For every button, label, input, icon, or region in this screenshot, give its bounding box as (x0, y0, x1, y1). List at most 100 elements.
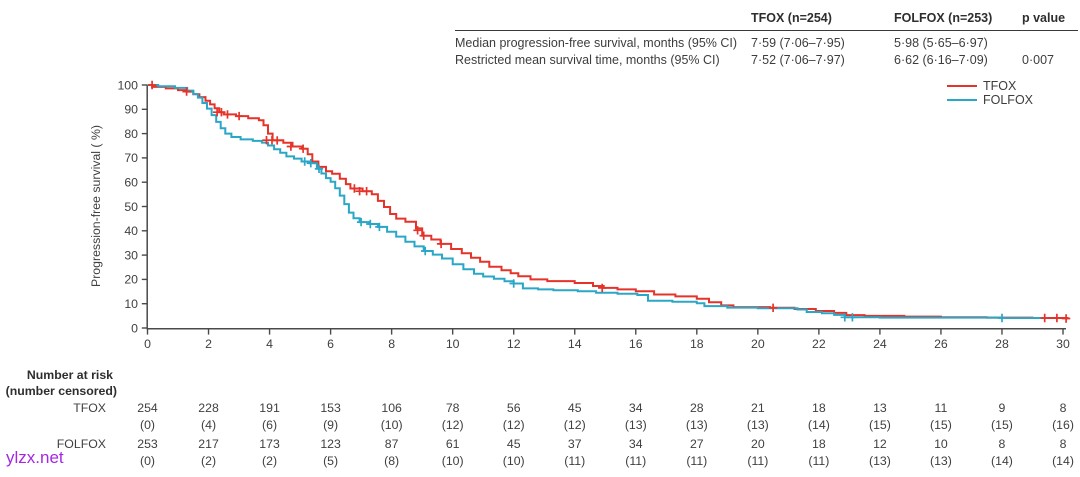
stats-value-tfox: 7·59 (7·06–7·95) (751, 36, 845, 50)
censored-value: (2) (262, 454, 277, 468)
folfox-curve (147, 84, 1049, 319)
y-tick-label: 90 (124, 103, 138, 117)
censored-value: (11) (808, 454, 829, 468)
tfox-censor-mark (1061, 314, 1071, 323)
stats-value-p: 0·007 (1022, 52, 1054, 67)
at-risk-value: 34 (629, 401, 643, 415)
folfox-censor-mark (421, 246, 430, 256)
at-risk-value: 123 (320, 437, 341, 451)
censored-value: (10) (503, 454, 525, 468)
tfox-censor-mark (413, 226, 422, 235)
x-tick-label: 10 (446, 337, 460, 351)
censored-value: (14) (991, 454, 1013, 468)
survival-curves (147, 84, 1069, 319)
folfox-line-swatch (947, 99, 977, 101)
y-tick-label: 40 (124, 224, 138, 238)
y-axis-title: Progression-free survival ( %) (89, 125, 103, 287)
censored-value: (10) (442, 454, 464, 468)
tfox-censor-mark (273, 136, 282, 145)
at-risk-value: 9 (999, 401, 1006, 415)
axes (141, 84, 1066, 335)
x-tick-label: 20 (751, 337, 765, 351)
tfox-censor-mark (286, 142, 296, 151)
censored-value: (15) (991, 418, 1013, 432)
at-risk-value: 153 (320, 401, 341, 415)
censored-value: (0) (140, 418, 155, 432)
stats-value-folfox: 6·62 (6·16–7·09) (894, 52, 988, 67)
y-tick-label: 0 (131, 321, 138, 335)
censored-value: (14) (808, 418, 830, 432)
stats-table: TFOX (n=254) FOLFOX (n=253) p value Medi… (455, 5, 1078, 68)
censored-value: (8) (384, 454, 399, 468)
censored-value: (11) (625, 454, 646, 468)
censored-value: (12) (564, 418, 586, 432)
censored-value: (14) (1052, 454, 1074, 468)
folfox-censor-mark (366, 219, 375, 229)
folfox-censor-mark (509, 279, 518, 288)
stats-table-header-row: TFOX (n=254) FOLFOX (n=253) p value (455, 5, 1078, 31)
tfox-censor-mark (1052, 313, 1062, 323)
censored-value: (6) (262, 418, 277, 432)
x-tick-label: 0 (144, 337, 151, 351)
censored-value: (5) (323, 454, 338, 468)
censored-value: (16) (1052, 418, 1074, 432)
y-tick-label: 20 (124, 273, 138, 287)
at-risk-value: 87 (385, 437, 399, 451)
at-risk-value: 28 (690, 401, 704, 415)
tfox-curve (147, 84, 1069, 319)
censored-value: (12) (503, 418, 525, 432)
risk-table-subtitle: (number censored) (6, 384, 117, 398)
tfox-censor-mark (362, 187, 371, 196)
censored-value: (13) (686, 418, 708, 432)
folfox-legend-label: FOLFOX (983, 93, 1034, 107)
tfox-censor-mark (298, 144, 308, 153)
at-risk-value: 253 (137, 437, 158, 451)
censored-value: (2) (201, 454, 216, 468)
at-risk-value: 228 (198, 401, 219, 415)
at-risk-value: 12 (873, 437, 887, 451)
x-tick-label: 22 (812, 337, 826, 351)
stats-value-folfox: 5·98 (5·65–6·97) (894, 36, 988, 50)
risk-group-label: FOLFOX (57, 437, 106, 451)
censored-value: (4) (201, 418, 216, 432)
tfox-censor-mark (234, 111, 244, 121)
censored-value: (11) (686, 454, 707, 468)
at-risk-value: 61 (446, 437, 460, 451)
at-risk-value: 18 (812, 401, 826, 415)
at-risk-value: 13 (873, 401, 887, 415)
x-tick-label: 26 (934, 337, 948, 351)
at-risk-value: 21 (751, 401, 765, 415)
censored-value: (13) (747, 418, 769, 432)
y-tick-label: 70 (124, 151, 138, 165)
x-tick-label: 28 (995, 337, 1009, 351)
tfox-censor-mark (223, 110, 232, 119)
at-risk-value: 45 (568, 401, 582, 415)
at-risk-value: 217 (198, 437, 219, 451)
tfox-censor-mark (436, 239, 446, 249)
at-risk-value: 18 (812, 437, 826, 451)
at-risk-value: 56 (507, 401, 521, 415)
tfox-censor-mark (419, 231, 428, 240)
at-risk-value: 10 (934, 437, 948, 451)
x-tick-label: 8 (388, 337, 395, 351)
folfox-censor-mark (306, 159, 315, 168)
folfox-censor-mark (314, 164, 324, 173)
risk-group-label: TFOX (73, 401, 106, 415)
at-risk-value: 27 (690, 437, 704, 451)
censored-value: (0) (140, 454, 155, 468)
x-tick-label: 18 (690, 337, 704, 351)
at-risk-value: 254 (137, 401, 158, 415)
censored-value: (15) (869, 418, 891, 432)
at-risk-value: 8 (1060, 437, 1067, 451)
y-tick-label: 100 (117, 78, 138, 92)
y-tick-label: 50 (124, 200, 138, 214)
stats-header-tfox: TFOX (n=254) (751, 11, 832, 25)
at-risk-value: 106 (381, 401, 402, 415)
tfox-censor-mark (768, 303, 778, 312)
censored-value: (13) (869, 454, 891, 468)
censor-marks (147, 80, 1071, 323)
tfox-censor-mark (1040, 313, 1049, 323)
stats-row-rmst: Restricted mean survival time, months (9… (455, 52, 1078, 69)
